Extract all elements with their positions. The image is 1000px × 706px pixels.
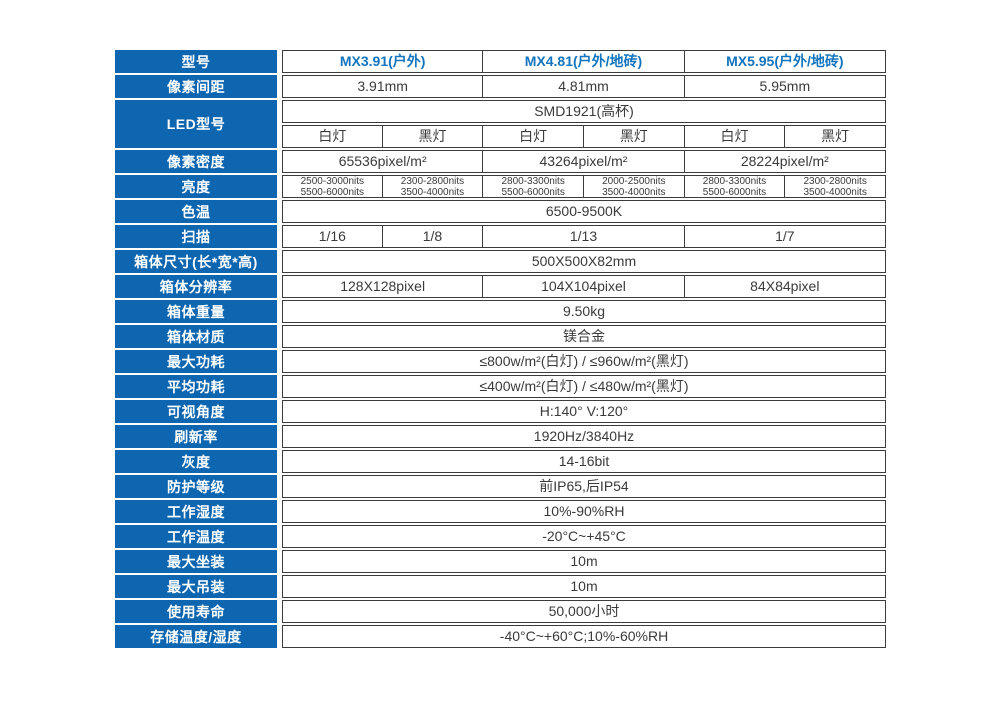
spec-value-cell: 2800-3300nits 5500-6000nits	[482, 175, 584, 198]
model-header-cell: MX3.91(户外)	[282, 50, 484, 73]
row-label: 灰度	[115, 450, 277, 473]
spec-table: 型号 MX3.91(户外) MX4.81(户外/地砖) MX5.95(户外/地砖) 像素…	[115, 50, 886, 648]
spec-value-cell: 10m	[282, 575, 886, 598]
row-label: 像素密度	[115, 150, 277, 173]
row-label: 亮度	[115, 175, 277, 198]
lamp-type-cell: 黑灯	[582, 125, 685, 148]
model-header-cell: MX4.81(户外/地砖)	[482, 50, 685, 73]
row-label: 箱体尺寸(长*宽*高)	[115, 250, 277, 273]
row-label: 最大吊装	[115, 575, 277, 598]
lamp-type-cell: 黑灯	[381, 125, 484, 148]
spec-value-cell: -40°C~+60°C;10%-60%RH	[282, 625, 886, 648]
spec-value-cell: 104X104pixel	[482, 275, 685, 298]
lamp-type-cell: 白灯	[482, 125, 584, 148]
spec-value-cell: 84X84pixel	[683, 275, 886, 298]
row-label: 扫描	[115, 225, 277, 248]
row-label: 箱体分辨率	[115, 275, 277, 298]
spec-value-cell: SMD1921(高杯)	[282, 100, 886, 123]
spec-value-cell: 2000-2500nits 3500-4000nits	[582, 175, 685, 198]
spec-value-cell: 2800-3300nits 5500-6000nits	[683, 175, 786, 198]
spec-value-cell: ≤800w/m²(白灯) / ≤960w/m²(黑灯)	[282, 350, 886, 373]
spec-value-cell: ≤400w/m²(白灯) / ≤480w/m²(黑灯)	[282, 375, 886, 398]
lamp-type-cell: 白灯	[282, 125, 383, 148]
row-label: 型号	[115, 50, 277, 73]
spec-value-cell: 10%-90%RH	[282, 500, 886, 523]
spec-value-cell: 28224pixel/m²	[683, 150, 886, 173]
spec-value-cell: -20°C~+45°C	[282, 525, 886, 548]
spec-value-cell: 1/7	[683, 225, 886, 248]
lamp-type-cell: 白灯	[683, 125, 786, 148]
row-label: 刷新率	[115, 425, 277, 448]
model-header-cell: MX5.95(户外/地砖)	[683, 50, 886, 73]
row-label: 色温	[115, 200, 277, 223]
row-label: 防护等级	[115, 475, 277, 498]
spec-value-cell: 前IP65,后IP54	[282, 475, 886, 498]
row-label: 平均功耗	[115, 375, 277, 398]
spec-value-cell: 3.91mm	[282, 75, 484, 98]
row-label: 工作湿度	[115, 500, 277, 523]
spec-value-cell: 9.50kg	[282, 300, 886, 323]
spec-value-cell: 10m	[282, 550, 886, 573]
spec-value-cell: 1/13	[482, 225, 685, 248]
row-label: 最大坐装	[115, 550, 277, 573]
spec-value-cell: 4.81mm	[482, 75, 685, 98]
spec-value-cell: 5.95mm	[683, 75, 886, 98]
spec-value-cell: 500X500X82mm	[282, 250, 886, 273]
row-label: 存储温度/湿度	[115, 625, 277, 648]
row-label: 最大功耗	[115, 350, 277, 373]
spec-value-cell: 镁合金	[282, 325, 886, 348]
spec-value-cell: 128X128pixel	[282, 275, 484, 298]
row-label: 可视角度	[115, 400, 277, 423]
spec-value-cell: 2300-2800nits 3500-4000nits	[381, 175, 484, 198]
row-label: 像素间距	[115, 75, 277, 98]
row-label: 箱体材质	[115, 325, 277, 348]
spec-value-cell: 65536pixel/m²	[282, 150, 484, 173]
spec-value-cell: 1920Hz/3840Hz	[282, 425, 886, 448]
spec-value-cell: H:140° V:120°	[282, 400, 886, 423]
spec-value-cell: 43264pixel/m²	[482, 150, 685, 173]
row-label: 使用寿命	[115, 600, 277, 623]
row-label: 工作温度	[115, 525, 277, 548]
row-label: 箱体重量	[115, 300, 277, 323]
spec-value-cell: 2500-3000nits 5500-6000nits	[282, 175, 383, 198]
lamp-type-cell: 黑灯	[784, 125, 886, 148]
row-label: LED型号	[115, 100, 277, 148]
spec-value-cell: 1/16	[282, 225, 383, 248]
spec-value-cell: 6500-9500K	[282, 200, 886, 223]
spec-value-cell: 1/8	[381, 225, 484, 248]
spec-value-cell: 2300-2800nits 3500-4000nits	[784, 175, 886, 198]
spec-value-cell: 50,000小时	[282, 600, 886, 623]
spec-value-cell: 14-16bit	[282, 450, 886, 473]
